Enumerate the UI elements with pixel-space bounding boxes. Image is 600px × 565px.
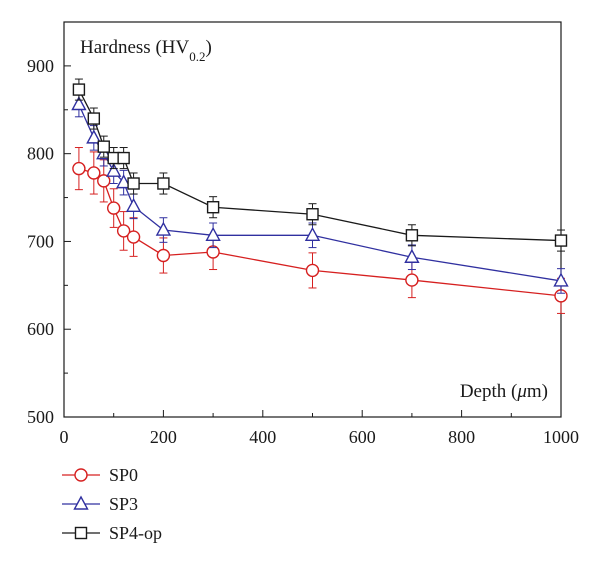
data-point-triangle [155, 221, 172, 236]
x-tick-label: 400 [249, 427, 276, 447]
x-axis-label-main: Depth ( [460, 381, 518, 402]
data-point-circle [72, 161, 86, 176]
x-tick-label: 600 [349, 427, 376, 447]
data-point-square [127, 177, 140, 190]
data-point-square [74, 526, 88, 540]
data-point-triangle [71, 96, 87, 111]
legend-label: SP3 [109, 494, 138, 514]
y-tick-label: 800 [27, 144, 54, 164]
series-line [78, 89, 562, 242]
data-point-triangle [304, 226, 321, 242]
legend-label: SP0 [109, 465, 138, 485]
data-point-triangle [125, 197, 142, 213]
data-point-triangle [205, 226, 221, 242]
data-point-circle [156, 248, 171, 263]
y-tick-label: 500 [27, 407, 54, 427]
y-axis-label-close: ) [205, 37, 211, 58]
legend-entry: SP0 [62, 465, 138, 485]
data-point-square [117, 151, 130, 165]
series-SP0 [72, 147, 568, 314]
x-axis-label-mu: μ [516, 381, 527, 402]
y-axis-label: Hardness (HV0.2) [80, 37, 212, 64]
data-point-circle [405, 273, 419, 287]
data-point-circle [74, 468, 88, 482]
data-point-triangle [86, 129, 102, 144]
series-SP3 [71, 91, 569, 294]
y-tick-label: 600 [27, 319, 54, 339]
data-point-square [87, 112, 101, 125]
data-point-square [157, 177, 170, 190]
legend-entry: SP3 [62, 494, 138, 514]
data-point-square [306, 208, 319, 221]
x-axis-label: Depth (μm) [460, 381, 548, 402]
legend-label: SP4-op [109, 523, 162, 543]
data-point-triangle [106, 162, 122, 177]
data-point-square [72, 83, 86, 96]
series-line [78, 104, 562, 282]
x-axis-label-unit: m) [527, 381, 548, 402]
data-point-triangle [115, 174, 132, 189]
data-point-triangle [553, 272, 569, 287]
y-axis-label-subscript: 0.2 [189, 49, 205, 64]
data-point-circle [126, 230, 141, 244]
x-tick-label: 0 [60, 427, 69, 447]
data-point-circle [97, 174, 111, 188]
series-SP4-op [72, 78, 568, 252]
data-point-circle [87, 166, 101, 180]
data-point-square [206, 201, 220, 214]
data-point-triangle [404, 248, 420, 263]
data-point-square [554, 234, 568, 247]
x-tick-label: 800 [448, 427, 475, 447]
y-axis-label-main: Hardness (HV [80, 37, 190, 58]
data-point-circle [305, 263, 320, 278]
x-tick-label: 1000 [543, 427, 579, 447]
series-line [78, 167, 562, 297]
y-tick-label: 700 [27, 231, 54, 251]
data-point-circle [116, 224, 131, 238]
y-tick-label: 900 [27, 56, 54, 76]
legend-entry: SP4-op [62, 523, 162, 543]
data-point-circle [106, 201, 121, 215]
data-point-triangle [73, 495, 89, 510]
data-point-square [97, 140, 110, 153]
data-point-square [405, 229, 419, 242]
x-tick-label: 200 [150, 427, 177, 447]
